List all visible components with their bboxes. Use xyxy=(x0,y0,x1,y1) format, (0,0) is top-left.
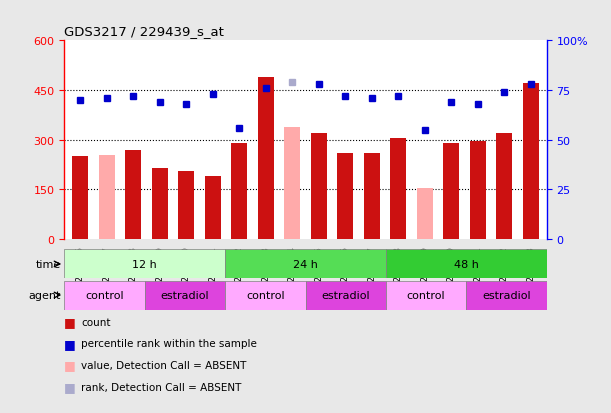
Bar xyxy=(225,250,386,279)
Text: estradiol: estradiol xyxy=(321,290,370,300)
Bar xyxy=(306,281,386,310)
Text: ■: ■ xyxy=(64,316,76,329)
Text: ■: ■ xyxy=(64,380,76,393)
Bar xyxy=(72,157,88,240)
Bar xyxy=(417,188,433,240)
Bar xyxy=(98,155,114,240)
Text: estradiol: estradiol xyxy=(482,290,531,300)
Bar xyxy=(152,169,167,240)
Text: control: control xyxy=(85,290,123,300)
Bar xyxy=(337,154,353,240)
Text: 24 h: 24 h xyxy=(293,259,318,269)
Text: value, Detection Call = ABSENT: value, Detection Call = ABSENT xyxy=(81,360,247,370)
Bar xyxy=(231,144,247,240)
Text: control: control xyxy=(246,290,285,300)
Bar xyxy=(145,281,225,310)
Text: agent: agent xyxy=(29,290,61,300)
Text: 12 h: 12 h xyxy=(132,259,157,269)
Bar xyxy=(205,177,221,240)
Bar xyxy=(444,144,459,240)
Text: time: time xyxy=(36,259,61,269)
Bar xyxy=(125,150,141,240)
Bar xyxy=(364,154,380,240)
Text: GDS3217 / 229439_s_at: GDS3217 / 229439_s_at xyxy=(64,25,224,38)
Bar xyxy=(311,134,327,240)
Bar xyxy=(225,281,306,310)
Bar xyxy=(466,281,547,310)
Text: rank, Detection Call = ABSENT: rank, Detection Call = ABSENT xyxy=(81,382,241,392)
Bar xyxy=(64,281,145,310)
Bar xyxy=(470,142,486,240)
Bar xyxy=(497,134,513,240)
Text: control: control xyxy=(407,290,445,300)
Text: count: count xyxy=(81,317,111,327)
Bar xyxy=(386,281,466,310)
Text: estradiol: estradiol xyxy=(161,290,209,300)
Bar xyxy=(390,139,406,240)
Text: ■: ■ xyxy=(64,358,76,372)
Bar xyxy=(386,250,547,279)
Bar xyxy=(258,78,274,240)
Bar xyxy=(178,172,194,240)
Text: 48 h: 48 h xyxy=(454,259,479,269)
Text: percentile rank within the sample: percentile rank within the sample xyxy=(81,339,257,349)
Bar xyxy=(284,127,300,240)
Text: ■: ■ xyxy=(64,337,76,350)
Bar xyxy=(64,250,225,279)
Bar xyxy=(523,84,539,240)
